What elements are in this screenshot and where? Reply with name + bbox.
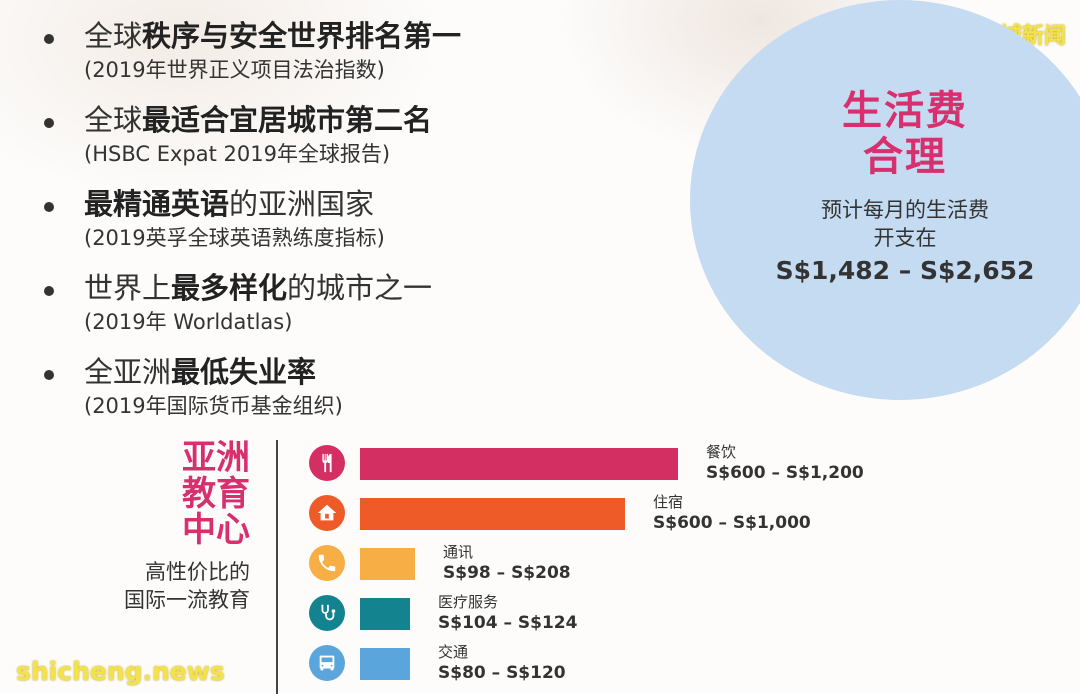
expense-label: 医疗服务: [438, 593, 499, 611]
ranking-title: 全亚洲最低失业率: [84, 355, 317, 389]
expense-range: S$104 – S$124: [438, 613, 578, 633]
cost-title: 生活费 合理: [790, 88, 1020, 180]
education-title-line2: 教育: [182, 474, 250, 514]
watermark-bottom: shicheng.news: [16, 657, 225, 686]
bullet-dot: [44, 202, 54, 212]
ranking-item: 全亚洲最低失业率 (2019年国际货币基金组织): [40, 352, 680, 428]
ranking-title: 全球最适合宜居城市第二名: [84, 103, 433, 137]
expense-bar: [360, 448, 678, 480]
education-sub-line2: 国际一流教育: [124, 588, 250, 612]
education-sub-line1: 高性价比的: [145, 560, 250, 584]
phone-icon: [309, 545, 345, 581]
bullet-dot: [44, 286, 54, 296]
expense-bar: [360, 548, 415, 580]
bullet-dot: [44, 118, 54, 128]
expense-range: S$600 – S$1,200: [706, 463, 864, 483]
cost-desc-line2: 开支在: [873, 226, 937, 250]
cost-title-line1: 生活费: [842, 88, 968, 134]
stethoscope-icon: [309, 595, 345, 631]
cost-description: 预计每月的生活费 开支在: [780, 196, 1030, 252]
rankings-list: 全球秩序与安全世界排名第一 (2019年世界正义项目法治指数) 全球最适合宜居城…: [40, 16, 680, 436]
expense-label: 住宿: [653, 493, 684, 511]
expense-label: 餐饮: [706, 443, 737, 461]
ranking-source: (2019年世界正义项目法治指数): [84, 58, 385, 82]
fork-knife-icon: [309, 445, 345, 481]
education-title-line3: 中心: [182, 510, 250, 550]
expense-bar: [360, 648, 410, 680]
bullet-dot: [44, 370, 54, 380]
bullet-dot: [44, 34, 54, 44]
bus-icon: [309, 645, 345, 681]
ranking-item: 全球秩序与安全世界排名第一 (2019年世界正义项目法治指数): [40, 16, 680, 92]
ranking-source: (HSBC Expat 2019年全球报告): [84, 142, 391, 166]
ranking-item: 最精通英语的亚洲国家 (2019英孚全球英语熟练度指标): [40, 184, 680, 260]
expense-label: 交通: [438, 643, 469, 661]
ranking-source: (2019年 Worldatlas): [84, 310, 293, 334]
expense-range: S$98 – S$208: [443, 563, 571, 583]
education-title: 亚洲 教育 中心: [150, 440, 250, 548]
expense-range: S$600 – S$1,000: [653, 513, 811, 533]
cost-range: S$1,482 – S$2,652: [775, 256, 1035, 285]
ranking-source: (2019英孚全球英语熟练度指标): [84, 226, 385, 250]
education-title-line1: 亚洲: [182, 438, 250, 478]
expense-range: S$80 – S$120: [438, 663, 566, 683]
expense-bar: [360, 498, 625, 530]
ranking-source: (2019年国际货币基金组织): [84, 394, 343, 418]
ranking-title: 最精通英语的亚洲国家: [84, 187, 375, 221]
ranking-item: 世界上最多样化的城市之一 (2019年 Worldatlas): [40, 268, 680, 344]
education-subtitle: 高性价比的 国际一流教育: [60, 558, 250, 614]
expense-bar: [360, 598, 410, 630]
cost-title-line2: 合理: [863, 134, 947, 180]
cost-circle: [690, 0, 1080, 400]
ranking-title: 世界上最多样化的城市之一: [84, 271, 433, 305]
cost-desc-line1: 预计每月的生活费: [821, 198, 989, 222]
ranking-item: 全球最适合宜居城市第二名 (HSBC Expat 2019年全球报告): [40, 100, 680, 176]
divider-line: [276, 440, 278, 694]
ranking-title: 全球秩序与安全世界排名第一: [84, 19, 462, 53]
house-icon: [309, 495, 345, 531]
expense-label: 通讯: [443, 543, 474, 561]
